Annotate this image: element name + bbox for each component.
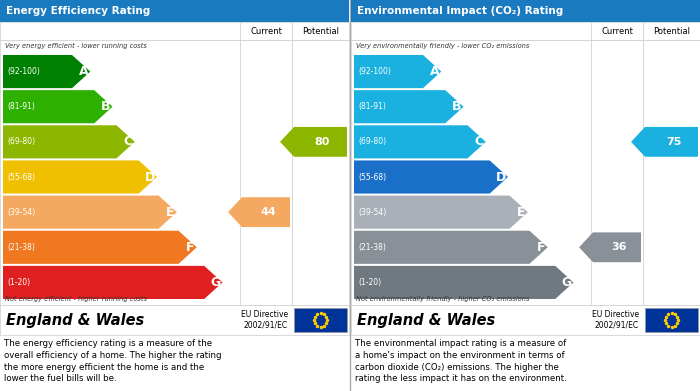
Text: Potential: Potential: [302, 27, 339, 36]
Text: EU Directive
2002/91/EC: EU Directive 2002/91/EC: [241, 310, 288, 330]
Text: D: D: [496, 170, 506, 183]
Polygon shape: [3, 196, 177, 229]
Text: A: A: [78, 65, 88, 78]
Bar: [0, 22, 349, 40]
Polygon shape: [3, 90, 113, 123]
Text: (39-54): (39-54): [7, 208, 35, 217]
Bar: [351, 0, 700, 22]
Text: (39-54): (39-54): [358, 208, 386, 217]
Bar: [591, 40, 643, 305]
Text: F: F: [537, 241, 546, 254]
Polygon shape: [3, 55, 90, 88]
Polygon shape: [354, 125, 486, 158]
Text: (69-80): (69-80): [7, 137, 35, 146]
Text: (1-20): (1-20): [7, 278, 30, 287]
Text: Energy Efficiency Rating: Energy Efficiency Rating: [6, 6, 150, 16]
Polygon shape: [3, 266, 223, 299]
Polygon shape: [354, 160, 508, 194]
Polygon shape: [354, 196, 528, 229]
Bar: [0, 305, 349, 335]
Bar: [351, 40, 700, 305]
Bar: [292, 22, 349, 40]
Polygon shape: [579, 232, 641, 262]
Text: (55-68): (55-68): [358, 172, 386, 181]
Text: The energy efficiency rating is a measure of the
overall efficiency of a home. T: The energy efficiency rating is a measur…: [4, 339, 221, 384]
Text: (81-91): (81-91): [358, 102, 386, 111]
Text: G: G: [561, 276, 571, 289]
Bar: [351, 305, 700, 335]
Bar: [240, 22, 292, 40]
Text: B: B: [452, 100, 461, 113]
Polygon shape: [3, 125, 134, 158]
Text: (1-20): (1-20): [358, 278, 381, 287]
Text: 80: 80: [315, 137, 330, 147]
Bar: [591, 22, 643, 40]
Bar: [292, 40, 349, 305]
Text: Environmental Impact (CO₂) Rating: Environmental Impact (CO₂) Rating: [357, 6, 564, 16]
Bar: [351, 22, 700, 40]
Text: (21-38): (21-38): [358, 243, 386, 252]
Text: 75: 75: [666, 137, 681, 147]
Text: (55-68): (55-68): [7, 172, 35, 181]
Polygon shape: [631, 127, 698, 157]
Text: E: E: [517, 206, 526, 219]
Text: The environmental impact rating is a measure of
a home's impact on the environme: The environmental impact rating is a mea…: [355, 339, 567, 384]
Text: A: A: [430, 65, 440, 78]
Bar: [0, 40, 349, 305]
Text: England & Wales: England & Wales: [6, 312, 144, 328]
Polygon shape: [228, 197, 290, 227]
Text: Not environmentally friendly - higher CO₂ emissions: Not environmentally friendly - higher CO…: [356, 296, 529, 302]
Bar: [0, 0, 349, 22]
Text: C: C: [124, 135, 133, 148]
Text: (81-91): (81-91): [7, 102, 35, 111]
Text: (69-80): (69-80): [358, 137, 386, 146]
Text: (21-38): (21-38): [7, 243, 35, 252]
Text: Current: Current: [601, 27, 633, 36]
Text: Current: Current: [250, 27, 282, 36]
Text: Not energy efficient - higher running costs: Not energy efficient - higher running co…: [5, 296, 147, 302]
Text: 44: 44: [260, 207, 276, 217]
Text: F: F: [186, 241, 195, 254]
Text: Potential: Potential: [653, 27, 690, 36]
Bar: [294, 308, 347, 332]
Bar: [645, 308, 698, 332]
Text: (92-100): (92-100): [7, 67, 40, 76]
Polygon shape: [354, 266, 573, 299]
Text: Very environmentally friendly - lower CO₂ emissions: Very environmentally friendly - lower CO…: [356, 43, 529, 49]
Bar: [240, 40, 292, 305]
Text: C: C: [475, 135, 484, 148]
Text: England & Wales: England & Wales: [357, 312, 496, 328]
Polygon shape: [3, 231, 197, 264]
Bar: [643, 22, 700, 40]
Polygon shape: [3, 160, 157, 194]
Text: E: E: [167, 206, 175, 219]
Text: (92-100): (92-100): [358, 67, 391, 76]
Text: EU Directive
2002/91/EC: EU Directive 2002/91/EC: [592, 310, 639, 330]
Text: Very energy efficient - lower running costs: Very energy efficient - lower running co…: [5, 43, 147, 49]
Polygon shape: [354, 90, 463, 123]
Text: 36: 36: [611, 242, 626, 252]
Bar: [643, 40, 700, 305]
Polygon shape: [354, 55, 441, 88]
Polygon shape: [280, 127, 347, 157]
Text: G: G: [210, 276, 220, 289]
Polygon shape: [354, 231, 547, 264]
Text: D: D: [145, 170, 155, 183]
Text: B: B: [101, 100, 111, 113]
